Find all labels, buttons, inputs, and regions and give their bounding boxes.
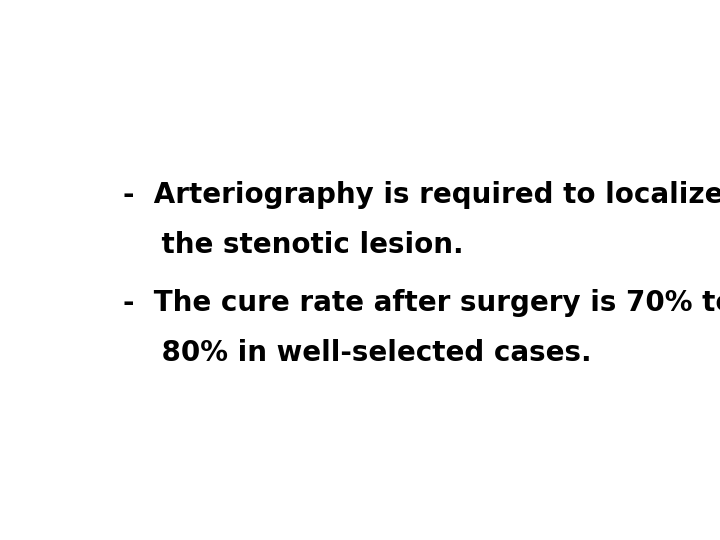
- Text: -  The cure rate after surgery is 70% to: - The cure rate after surgery is 70% to: [124, 289, 720, 318]
- Text: 80% in well-selected cases.: 80% in well-selected cases.: [124, 339, 592, 367]
- Text: the stenotic lesion.: the stenotic lesion.: [124, 231, 464, 259]
- Text: -  Arteriography is required to localize: - Arteriography is required to localize: [124, 181, 720, 209]
